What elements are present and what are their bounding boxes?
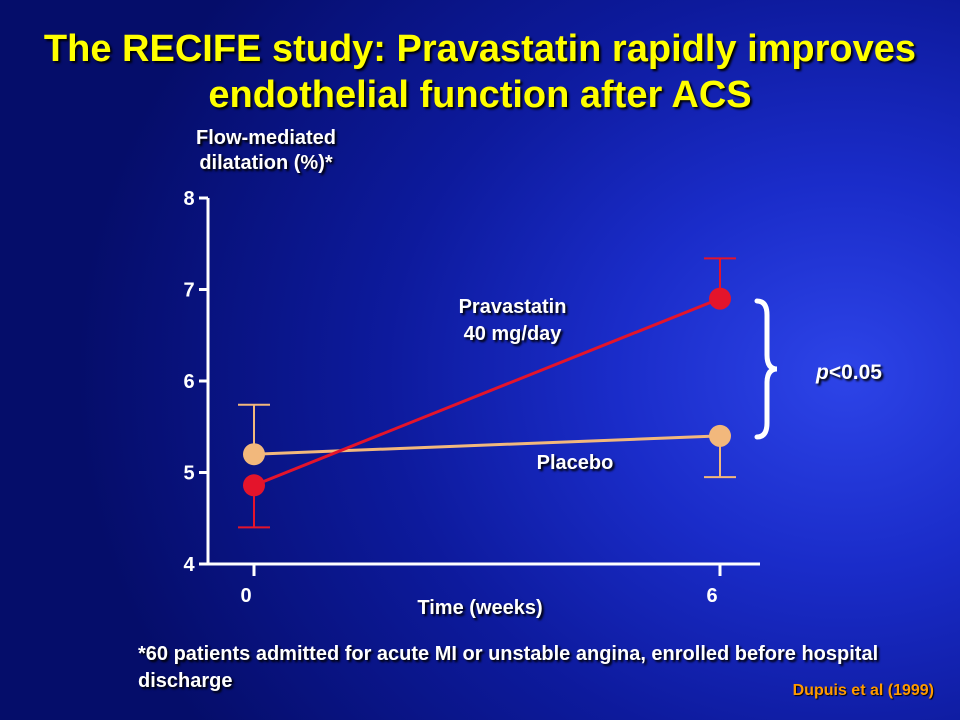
significance-brace [754, 298, 778, 440]
y-tick-label: 7 [183, 280, 194, 302]
x-tick-label: 0 [240, 585, 251, 607]
pravastatin-point [709, 287, 731, 310]
footnote: *60 patients admitted for acute MI or un… [138, 643, 879, 692]
placebo-line [253, 434, 721, 456]
placebo-point [709, 424, 731, 447]
y-tick-label: 8 [183, 188, 194, 210]
y-tick-label: 5 [183, 463, 194, 485]
p-value-symbol: p [816, 361, 829, 384]
legend-pravastatin-line2: 40 mg/day [463, 323, 562, 345]
pravastatin-line [253, 297, 721, 487]
citation: Dupuis et al (1999) [792, 682, 934, 699]
x-tick-label: 6 [706, 585, 717, 607]
x-axis-label: Time (weeks) [417, 597, 543, 619]
legend-placebo: Placebo [536, 452, 614, 474]
series-lines [253, 297, 721, 487]
page-title: The RECIFE study: Pravastatin rapidly im… [43, 28, 917, 116]
y-tick-label: 6 [183, 371, 194, 393]
series-points [243, 287, 731, 497]
y-axis-label: Flow-mediated dilatation (%)* [195, 127, 336, 174]
p-value-annotation: p<0.05 [816, 361, 882, 385]
placebo-point [243, 443, 265, 466]
p-value-number: <0.05 [828, 361, 882, 384]
legend-pravastatin: Pravastatin 40 mg/day [420, 294, 605, 348]
chart-axes: 4 5 6 7 8 0 6 [183, 188, 760, 607]
legend-pravastatin-line1: Pravastatin [458, 296, 567, 318]
pravastatin-point [243, 474, 265, 497]
y-tick-label: 4 [183, 554, 195, 576]
